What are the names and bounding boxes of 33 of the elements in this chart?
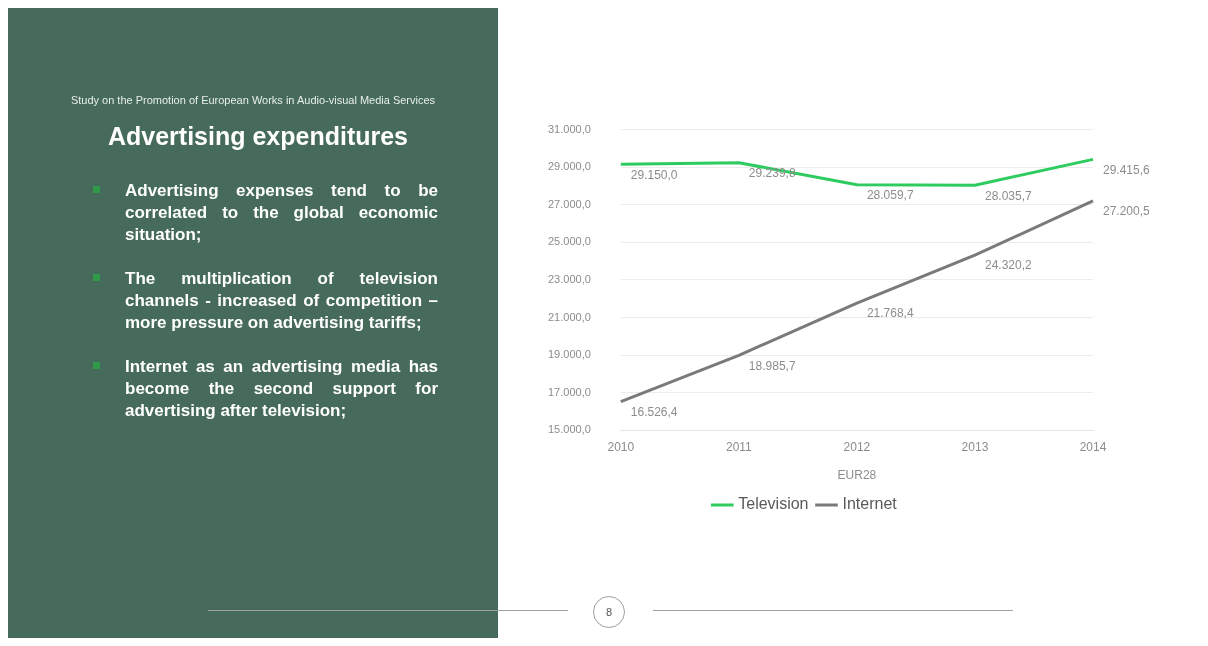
x-tick-label: 2011 [725, 439, 753, 454]
y-tick-label: 15.000,0 [547, 423, 591, 436]
text: Advertising expenditures [106, 122, 410, 151]
x-tick-label: 2012 [843, 439, 871, 454]
data-label: 21.768,4 [866, 306, 914, 321]
data-label: 28.059,7 [866, 188, 914, 203]
data-label: 29.239,8 [748, 165, 796, 180]
text: Internet as an advertising media has become the second support for advertising after television; [125, 357, 438, 420]
text: 8 [593, 596, 625, 628]
data-label: 16.526,4 [630, 404, 678, 419]
y-tick-label: 21.000,0 [547, 310, 591, 323]
y-tick-label: 29.000,0 [547, 160, 591, 173]
y-tick-label: 23.000,0 [547, 272, 591, 285]
y-tick-label: 17.000,0 [547, 385, 591, 398]
x-tick-label: 2014 [1079, 439, 1107, 454]
y-tick-label: 31.000,0 [547, 122, 591, 135]
text: The multiplication of television channels - increased of competition – more pressure on advertising tariffs; [125, 269, 438, 332]
data-label: 29.415,6 [1103, 162, 1151, 177]
data-label: 18.985,7 [748, 358, 796, 373]
legend-label: Internet [842, 495, 898, 513]
y-tick-label: 27.000,0 [547, 197, 591, 210]
data-label: 29.150,0 [630, 167, 678, 182]
text: Study on the Promotion of European Works in Audio-visual Media Services [69, 94, 437, 106]
x-tick-label: 2013 [961, 439, 989, 454]
data-label: 24.320,2 [984, 258, 1032, 273]
data-label: 28.035,7 [984, 188, 1032, 203]
data-label: 27.200,5 [1103, 204, 1151, 219]
text: Advertising expenses tend to be correlated to the global economic situation; [125, 181, 438, 244]
x-axis-title: EUR28 [837, 468, 877, 483]
legend-label: Television [738, 495, 809, 513]
y-tick-label: 19.000,0 [547, 348, 591, 361]
x-tick-label: 2010 [607, 439, 635, 454]
y-tick-label: 25.000,0 [547, 235, 591, 248]
